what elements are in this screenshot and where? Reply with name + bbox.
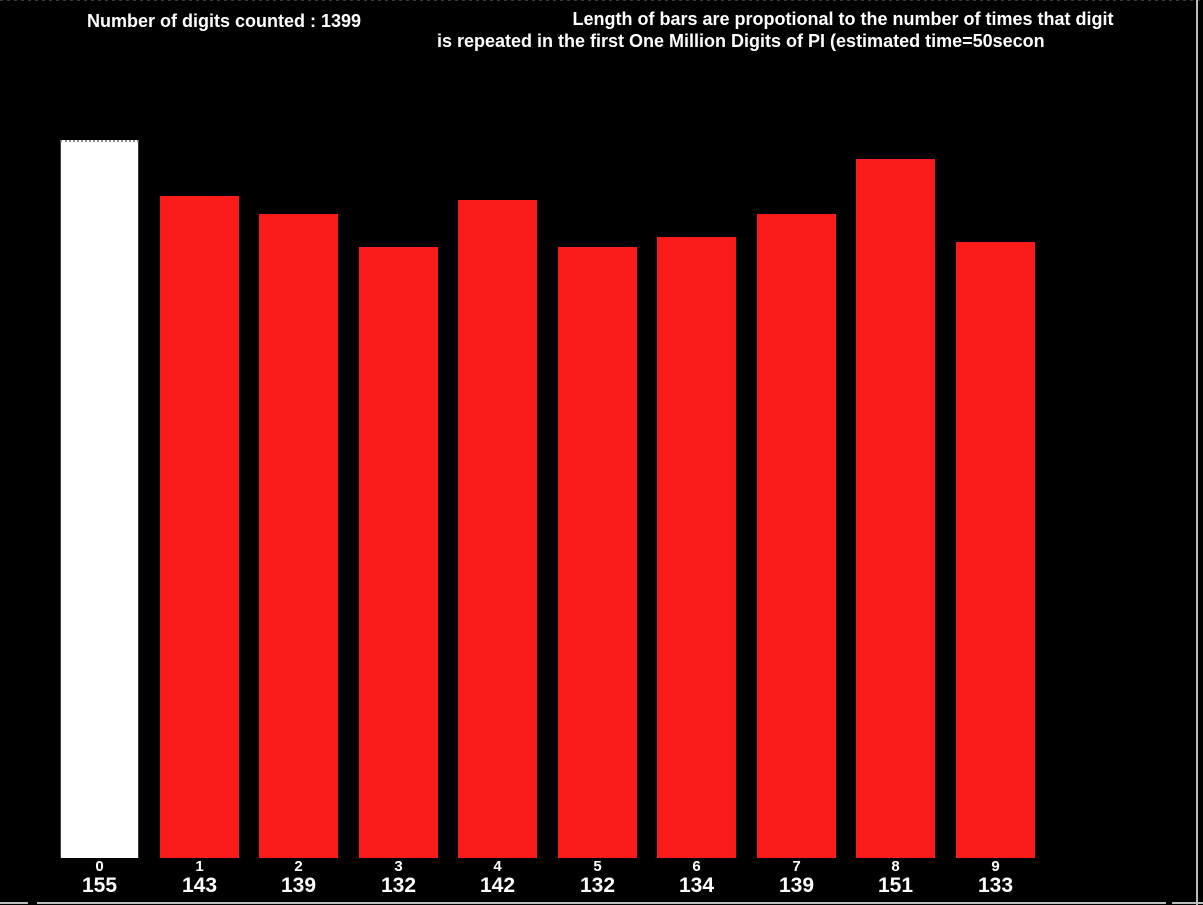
bar-count-label-3: 132 bbox=[380, 874, 417, 897]
bar-digit-label-6: 6 bbox=[692, 858, 701, 875]
bar-digit-label-4: 4 bbox=[493, 858, 502, 875]
border-notch-left bbox=[28, 902, 37, 904]
bar-digit-5 bbox=[558, 247, 637, 858]
bar-digit-label-1: 1 bbox=[195, 858, 204, 875]
bar-digit-9 bbox=[956, 242, 1035, 858]
bar-count-label-9: 133 bbox=[977, 874, 1014, 897]
window-bottom-border bbox=[0, 902, 1203, 904]
bar-digit-1 bbox=[160, 196, 239, 858]
window-right-border bbox=[1196, 0, 1198, 905]
border-notch-right bbox=[1166, 902, 1172, 904]
bar-digit-label-7: 7 bbox=[792, 858, 801, 875]
bar-count-label-5: 132 bbox=[579, 874, 616, 897]
bar-digit-label-8: 8 bbox=[891, 858, 900, 875]
bar-count-label-4: 142 bbox=[479, 874, 516, 897]
bar-digit-label-0: 0 bbox=[95, 858, 104, 875]
chart-description: Length of bars are propotional to the nu… bbox=[0, 0, 1196, 56]
chart-description-line1: Length of bars are propotional to the nu… bbox=[572, 9, 1114, 29]
bar-digit-3 bbox=[359, 247, 438, 858]
window-top-edge bbox=[0, 0, 1203, 1]
bar-digit-label-2: 2 bbox=[294, 858, 303, 875]
bar-count-label-6: 134 bbox=[678, 874, 715, 897]
bar-count-label-8: 151 bbox=[877, 874, 914, 897]
bar-count-label-7: 139 bbox=[778, 874, 815, 897]
bar-digit-label-3: 3 bbox=[394, 858, 403, 875]
bar-digit-2 bbox=[259, 214, 338, 858]
bar-digit-6 bbox=[657, 237, 736, 858]
bar-digit-label-9: 9 bbox=[991, 858, 1000, 875]
bar-digit-8 bbox=[856, 159, 935, 858]
bar-digit-label-5: 5 bbox=[593, 858, 602, 875]
digits-counted-label: Number of digits counted : 1399 bbox=[86, 11, 362, 31]
bar-count-label-1: 143 bbox=[181, 874, 218, 897]
bar-digit-4 bbox=[458, 200, 537, 858]
bar-digit-7 bbox=[757, 214, 836, 858]
chart-description-line2: is repeated in the first One Million Dig… bbox=[437, 31, 1045, 51]
bar-count-label-2: 139 bbox=[280, 874, 317, 897]
bar-count-label-0: 155 bbox=[81, 874, 118, 897]
bar-digit-0 bbox=[60, 140, 139, 858]
